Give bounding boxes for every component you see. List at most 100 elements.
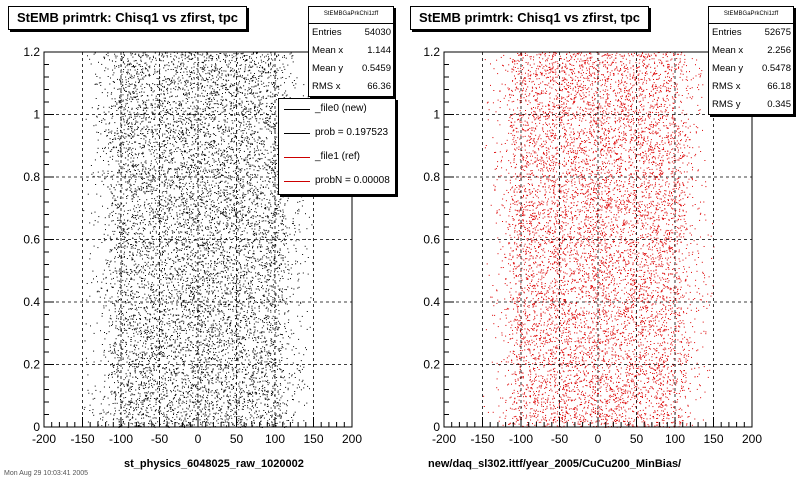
scatter-point [228,337,230,339]
scatter-point [151,271,153,273]
scatter-point [142,355,143,357]
scatter-point [209,143,211,145]
scatter-point [162,102,164,104]
scatter-point [129,220,131,222]
scatter-point [153,90,155,92]
scatter-point [171,237,173,239]
scatter-point [213,127,214,129]
scatter-point [265,98,267,99]
scatter-point [126,65,128,67]
scatter-point [155,347,157,349]
scatter-point [108,164,110,166]
scatter-point [135,218,137,220]
scatter-point [207,93,208,94]
scatter-point [230,105,232,107]
scatter-point [273,263,275,265]
scatter-point [226,255,228,257]
scatter-point [167,302,169,304]
scatter-point [214,298,216,299]
scatter-point [215,152,217,154]
scatter-point [190,259,192,261]
scatter-point [145,173,147,175]
scatter-point [277,237,278,239]
scatter-point [157,245,159,247]
scatter-point [138,286,140,288]
scatter-point [271,286,273,288]
scatter-point [174,81,176,83]
scatter-point [112,321,114,323]
scatter-point [231,110,233,112]
scatter-point [156,133,158,135]
scatter-point [104,119,106,121]
scatter-point [152,175,154,176]
scatter-point [163,94,165,96]
scatter-point [182,157,184,158]
scatter-point [120,145,122,147]
scatter-point [197,68,199,70]
scatter-point [260,348,262,350]
scatter-point [104,131,106,132]
scatter-point [161,329,163,331]
scatter-point [302,95,304,97]
scatter-point [171,203,173,205]
scatter-point [226,172,227,174]
scatter-point [188,174,190,176]
scatter-point [272,410,273,412]
scatter-point [202,343,204,344]
scatter-point [271,157,273,159]
scatter-point [226,258,228,260]
scatter-point [123,88,125,90]
scatter-point [246,419,248,421]
scatter-point [286,303,288,305]
scatter-point [115,410,116,412]
scatter-point [204,413,206,415]
scatter-point [130,244,131,246]
scatter-point [201,372,203,373]
scatter-point [142,128,144,130]
scatter-point [239,293,241,295]
scatter-point [148,360,149,361]
scatter-point [142,406,144,407]
scatter-point [116,133,118,135]
scatter-point [261,362,263,364]
scatter-point [151,307,153,309]
scatter-point [215,135,217,136]
scatter-point [177,174,179,176]
scatter-point [162,384,164,386]
scatter-point [179,225,181,227]
scatter-point [192,310,194,311]
scatter-point [195,93,197,95]
scatter-point [241,352,243,354]
scatter-point [240,124,241,126]
scatter-point [208,76,210,78]
scatter-point [283,270,285,272]
scatter-point [151,274,153,276]
scatter-point [153,368,155,370]
scatter-point [197,270,199,272]
scatter-point [260,91,262,93]
scatter-point [237,198,238,199]
scatter-point [231,149,233,150]
scatter-point [180,231,182,233]
scatter-point [160,279,162,281]
scatter-point [211,140,213,142]
scatter-point [221,132,223,134]
scatter-point [265,117,266,119]
scatter-point [232,400,234,401]
scatter-point [256,181,258,183]
scatter-point [109,249,111,251]
scatter-point [116,354,118,355]
scatter-point [230,293,232,295]
scatter-point [137,68,139,70]
scatter-point [131,177,132,179]
scatter-point [154,226,156,228]
scatter-point [225,367,227,369]
scatter-point [161,83,163,85]
scatter-point [150,299,152,301]
scatter-point [250,164,252,166]
scatter-point [121,353,123,355]
scatter-point [191,155,193,157]
scatter-point [230,93,232,94]
scatter-point [267,398,269,400]
scatter-point [284,412,286,414]
